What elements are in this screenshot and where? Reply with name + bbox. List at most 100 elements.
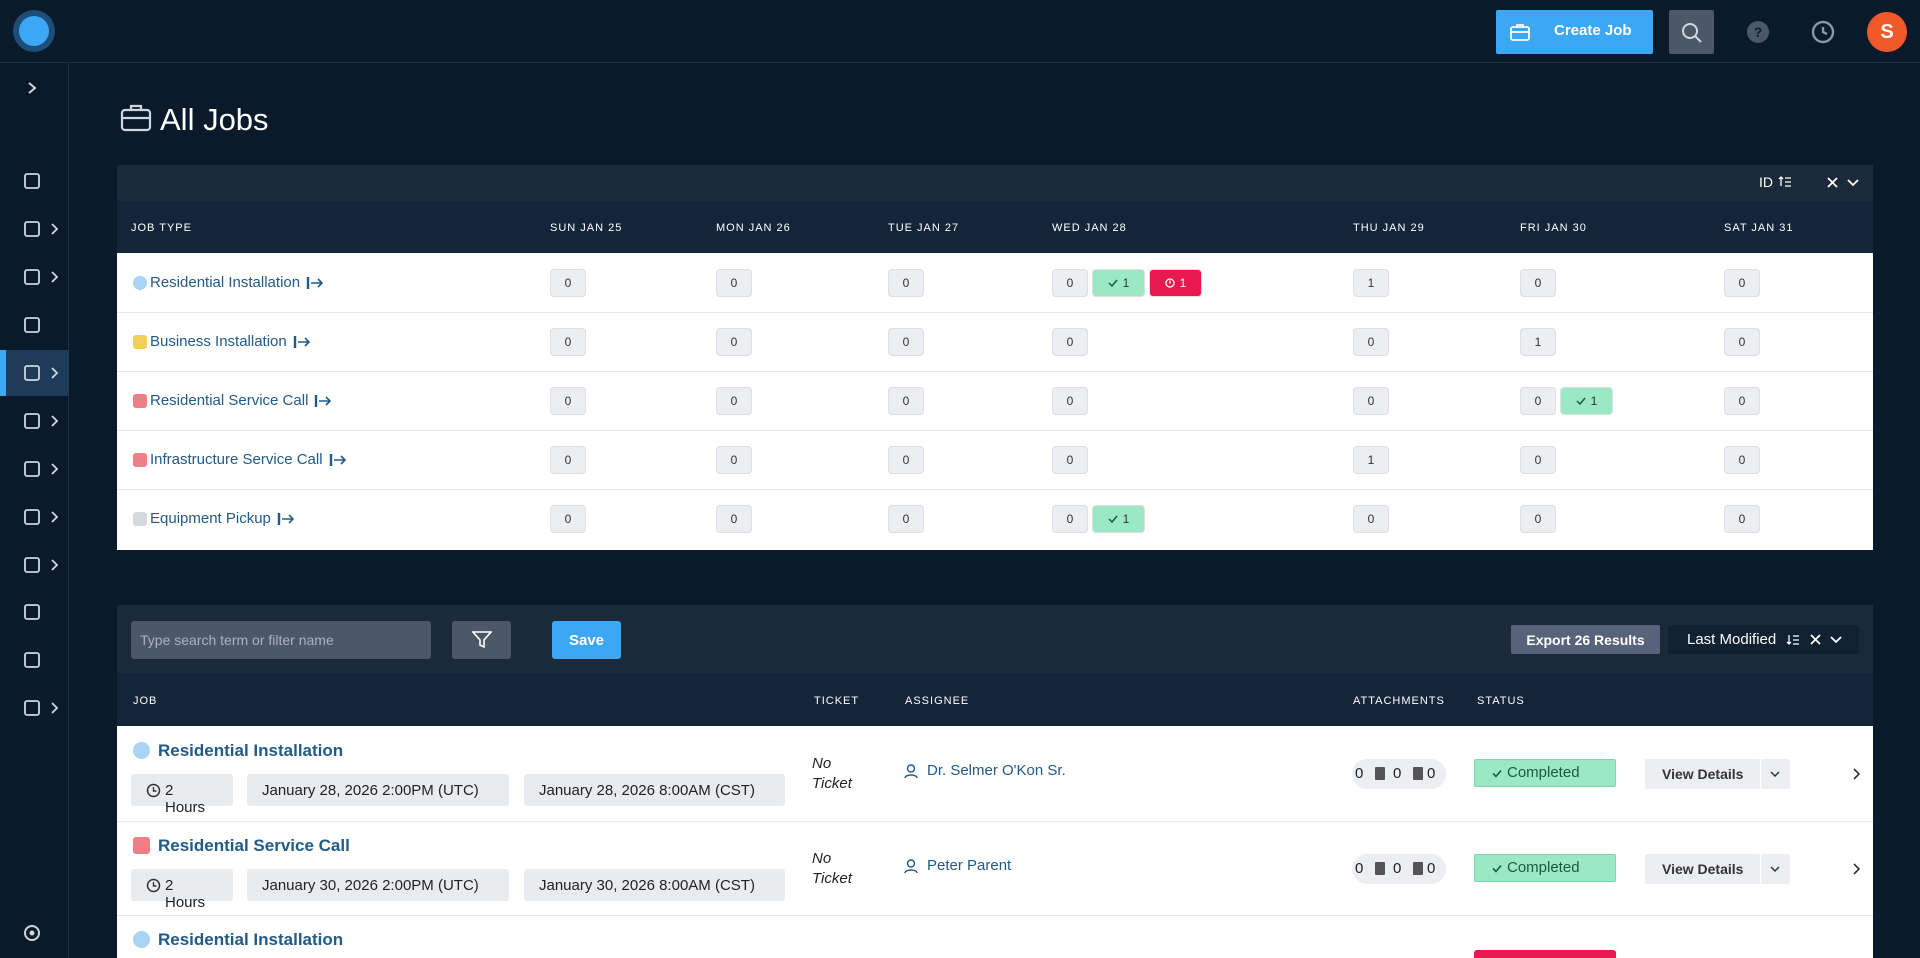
count-badge[interactable]: 0 bbox=[550, 445, 586, 474]
goto-icon[interactable] bbox=[277, 512, 295, 526]
filter-button[interactable] bbox=[452, 621, 511, 659]
count-badge[interactable]: 0 bbox=[1052, 386, 1088, 415]
count-badge[interactable]: 0 bbox=[1724, 445, 1760, 474]
attachment-count: 0 bbox=[1427, 859, 1436, 877]
count: 0 bbox=[902, 452, 910, 467]
count-badge[interactable]: 1 bbox=[1092, 504, 1145, 533]
count-badge[interactable]: 0 bbox=[1724, 327, 1760, 356]
nav-icon[interactable] bbox=[22, 411, 42, 431]
count-badge[interactable]: 0 bbox=[1520, 386, 1556, 415]
count-badge[interactable]: 1 bbox=[1560, 386, 1613, 415]
nav-icon[interactable] bbox=[22, 267, 42, 287]
search-icon bbox=[1682, 23, 1702, 43]
count-badge[interactable]: 0 bbox=[716, 386, 752, 415]
search-input[interactable]: Type search term or filter name bbox=[131, 621, 431, 659]
count-badge[interactable]: 0 bbox=[1724, 268, 1760, 297]
actions-dropdown[interactable] bbox=[1761, 759, 1790, 789]
nav-icon[interactable] bbox=[22, 650, 42, 670]
count-badge[interactable]: 0 bbox=[716, 445, 752, 474]
nav-icon[interactable] bbox=[22, 923, 42, 943]
dropdown-icon[interactable] bbox=[1830, 635, 1842, 644]
avatar[interactable]: S bbox=[1867, 12, 1907, 52]
job-link[interactable]: Residential Installation bbox=[158, 930, 344, 949]
count-badge[interactable]: 0 bbox=[888, 268, 924, 297]
goto-icon[interactable] bbox=[329, 453, 347, 467]
export-button[interactable]: Export 26 Results bbox=[1511, 625, 1660, 654]
assignee-link[interactable]: Peter Parent bbox=[927, 856, 1012, 874]
check-icon bbox=[1576, 397, 1586, 405]
count-badge[interactable]: 1 bbox=[1353, 268, 1389, 297]
row-chevron[interactable] bbox=[1853, 768, 1861, 780]
job-type-link[interactable]: Residential Service Call bbox=[150, 391, 309, 409]
job-type-link[interactable]: Business Installation bbox=[150, 332, 287, 350]
count-badge[interactable]: 0 bbox=[1724, 386, 1760, 415]
count-badge[interactable]: 0 bbox=[888, 327, 924, 356]
nav-arrow bbox=[51, 463, 59, 475]
count-badge[interactable]: 1 bbox=[1353, 445, 1389, 474]
nav-icon[interactable] bbox=[22, 363, 42, 383]
search-button[interactable] bbox=[1669, 10, 1714, 54]
nav-icon[interactable] bbox=[22, 507, 42, 527]
nav-icon[interactable] bbox=[22, 171, 42, 191]
count-badge[interactable]: 0 bbox=[1520, 504, 1556, 533]
sort-select[interactable] bbox=[1668, 625, 1859, 654]
count-badge[interactable]: 0 bbox=[716, 268, 752, 297]
count-badge[interactable]: 0 bbox=[716, 327, 752, 356]
goto-icon[interactable] bbox=[306, 276, 324, 290]
count-badge[interactable]: 0 bbox=[1052, 445, 1088, 474]
count-badge[interactable]: 0 bbox=[1724, 504, 1760, 533]
count-badge[interactable]: 0 bbox=[550, 386, 586, 415]
count-badge[interactable]: 1 bbox=[1520, 327, 1556, 356]
nav-icon[interactable] bbox=[22, 315, 42, 335]
nav-icon[interactable] bbox=[22, 698, 42, 718]
count-badge[interactable]: 0 bbox=[1052, 327, 1088, 356]
count-badge[interactable]: 0 bbox=[550, 327, 586, 356]
row-chevron[interactable] bbox=[1853, 862, 1861, 875]
count-badge[interactable]: 0 bbox=[716, 504, 752, 533]
count-badge[interactable]: 0 bbox=[1353, 386, 1389, 415]
count-badge[interactable]: 0 bbox=[1052, 504, 1088, 533]
count-badge[interactable]: 0 bbox=[550, 504, 586, 533]
actions-dropdown[interactable] bbox=[1761, 853, 1790, 884]
history-icon[interactable] bbox=[1810, 19, 1836, 45]
sort-label[interactable]: ID bbox=[1759, 174, 1773, 190]
attachment-count: 0 bbox=[1355, 765, 1364, 782]
job-link[interactable]: Residential Service Call bbox=[158, 835, 350, 855]
count-badge[interactable]: 0 bbox=[1353, 327, 1389, 356]
status-badge bbox=[1474, 759, 1616, 787]
dropdown-icon[interactable] bbox=[1847, 178, 1859, 187]
count: 0 bbox=[902, 393, 910, 408]
job-type-link[interactable]: Equipment Pickup bbox=[150, 509, 271, 527]
nav-icon[interactable] bbox=[22, 219, 42, 239]
nav-icon[interactable] bbox=[22, 459, 42, 479]
count-badge[interactable]: 0 bbox=[888, 386, 924, 415]
sort-label: Last Modified bbox=[1687, 631, 1777, 648]
goto-icon[interactable] bbox=[314, 394, 332, 408]
job-dot bbox=[133, 931, 150, 948]
count-badge[interactable]: 0 bbox=[1353, 504, 1389, 533]
count-badge[interactable]: 0 bbox=[1520, 445, 1556, 474]
count-badge[interactable]: 1 bbox=[1092, 268, 1145, 297]
count-badge[interactable]: 0 bbox=[888, 445, 924, 474]
count-badge[interactable]: 0 bbox=[1052, 268, 1088, 297]
goto-icon[interactable] bbox=[293, 335, 311, 349]
count-badge[interactable]: 0 bbox=[550, 268, 586, 297]
save-button[interactable]: Save bbox=[552, 621, 621, 659]
count: 0 bbox=[1738, 275, 1746, 290]
nav-icon[interactable] bbox=[22, 602, 42, 622]
count-badge[interactable]: 0 bbox=[888, 504, 924, 533]
job-link[interactable]: Residential Installation bbox=[158, 741, 344, 760]
sidebar-toggle[interactable] bbox=[24, 80, 40, 96]
nav-icon[interactable] bbox=[22, 555, 42, 575]
view-details-button[interactable] bbox=[1645, 853, 1760, 884]
job-type-link[interactable]: Residential Installation bbox=[150, 273, 301, 291]
view-details-button[interactable] bbox=[1645, 759, 1760, 789]
job-type-link[interactable]: Infrastructure Service Call bbox=[150, 450, 323, 468]
assignee-link[interactable]: Dr. Selmer O'Kon Sr. bbox=[927, 762, 1066, 779]
count-badge[interactable]: 0 bbox=[1520, 268, 1556, 297]
clear-icon[interactable] bbox=[1827, 177, 1838, 188]
count-badge[interactable]: 1 bbox=[1149, 268, 1202, 297]
help-icon[interactable]: ? bbox=[1747, 21, 1769, 43]
clear-icon[interactable] bbox=[1810, 634, 1821, 645]
